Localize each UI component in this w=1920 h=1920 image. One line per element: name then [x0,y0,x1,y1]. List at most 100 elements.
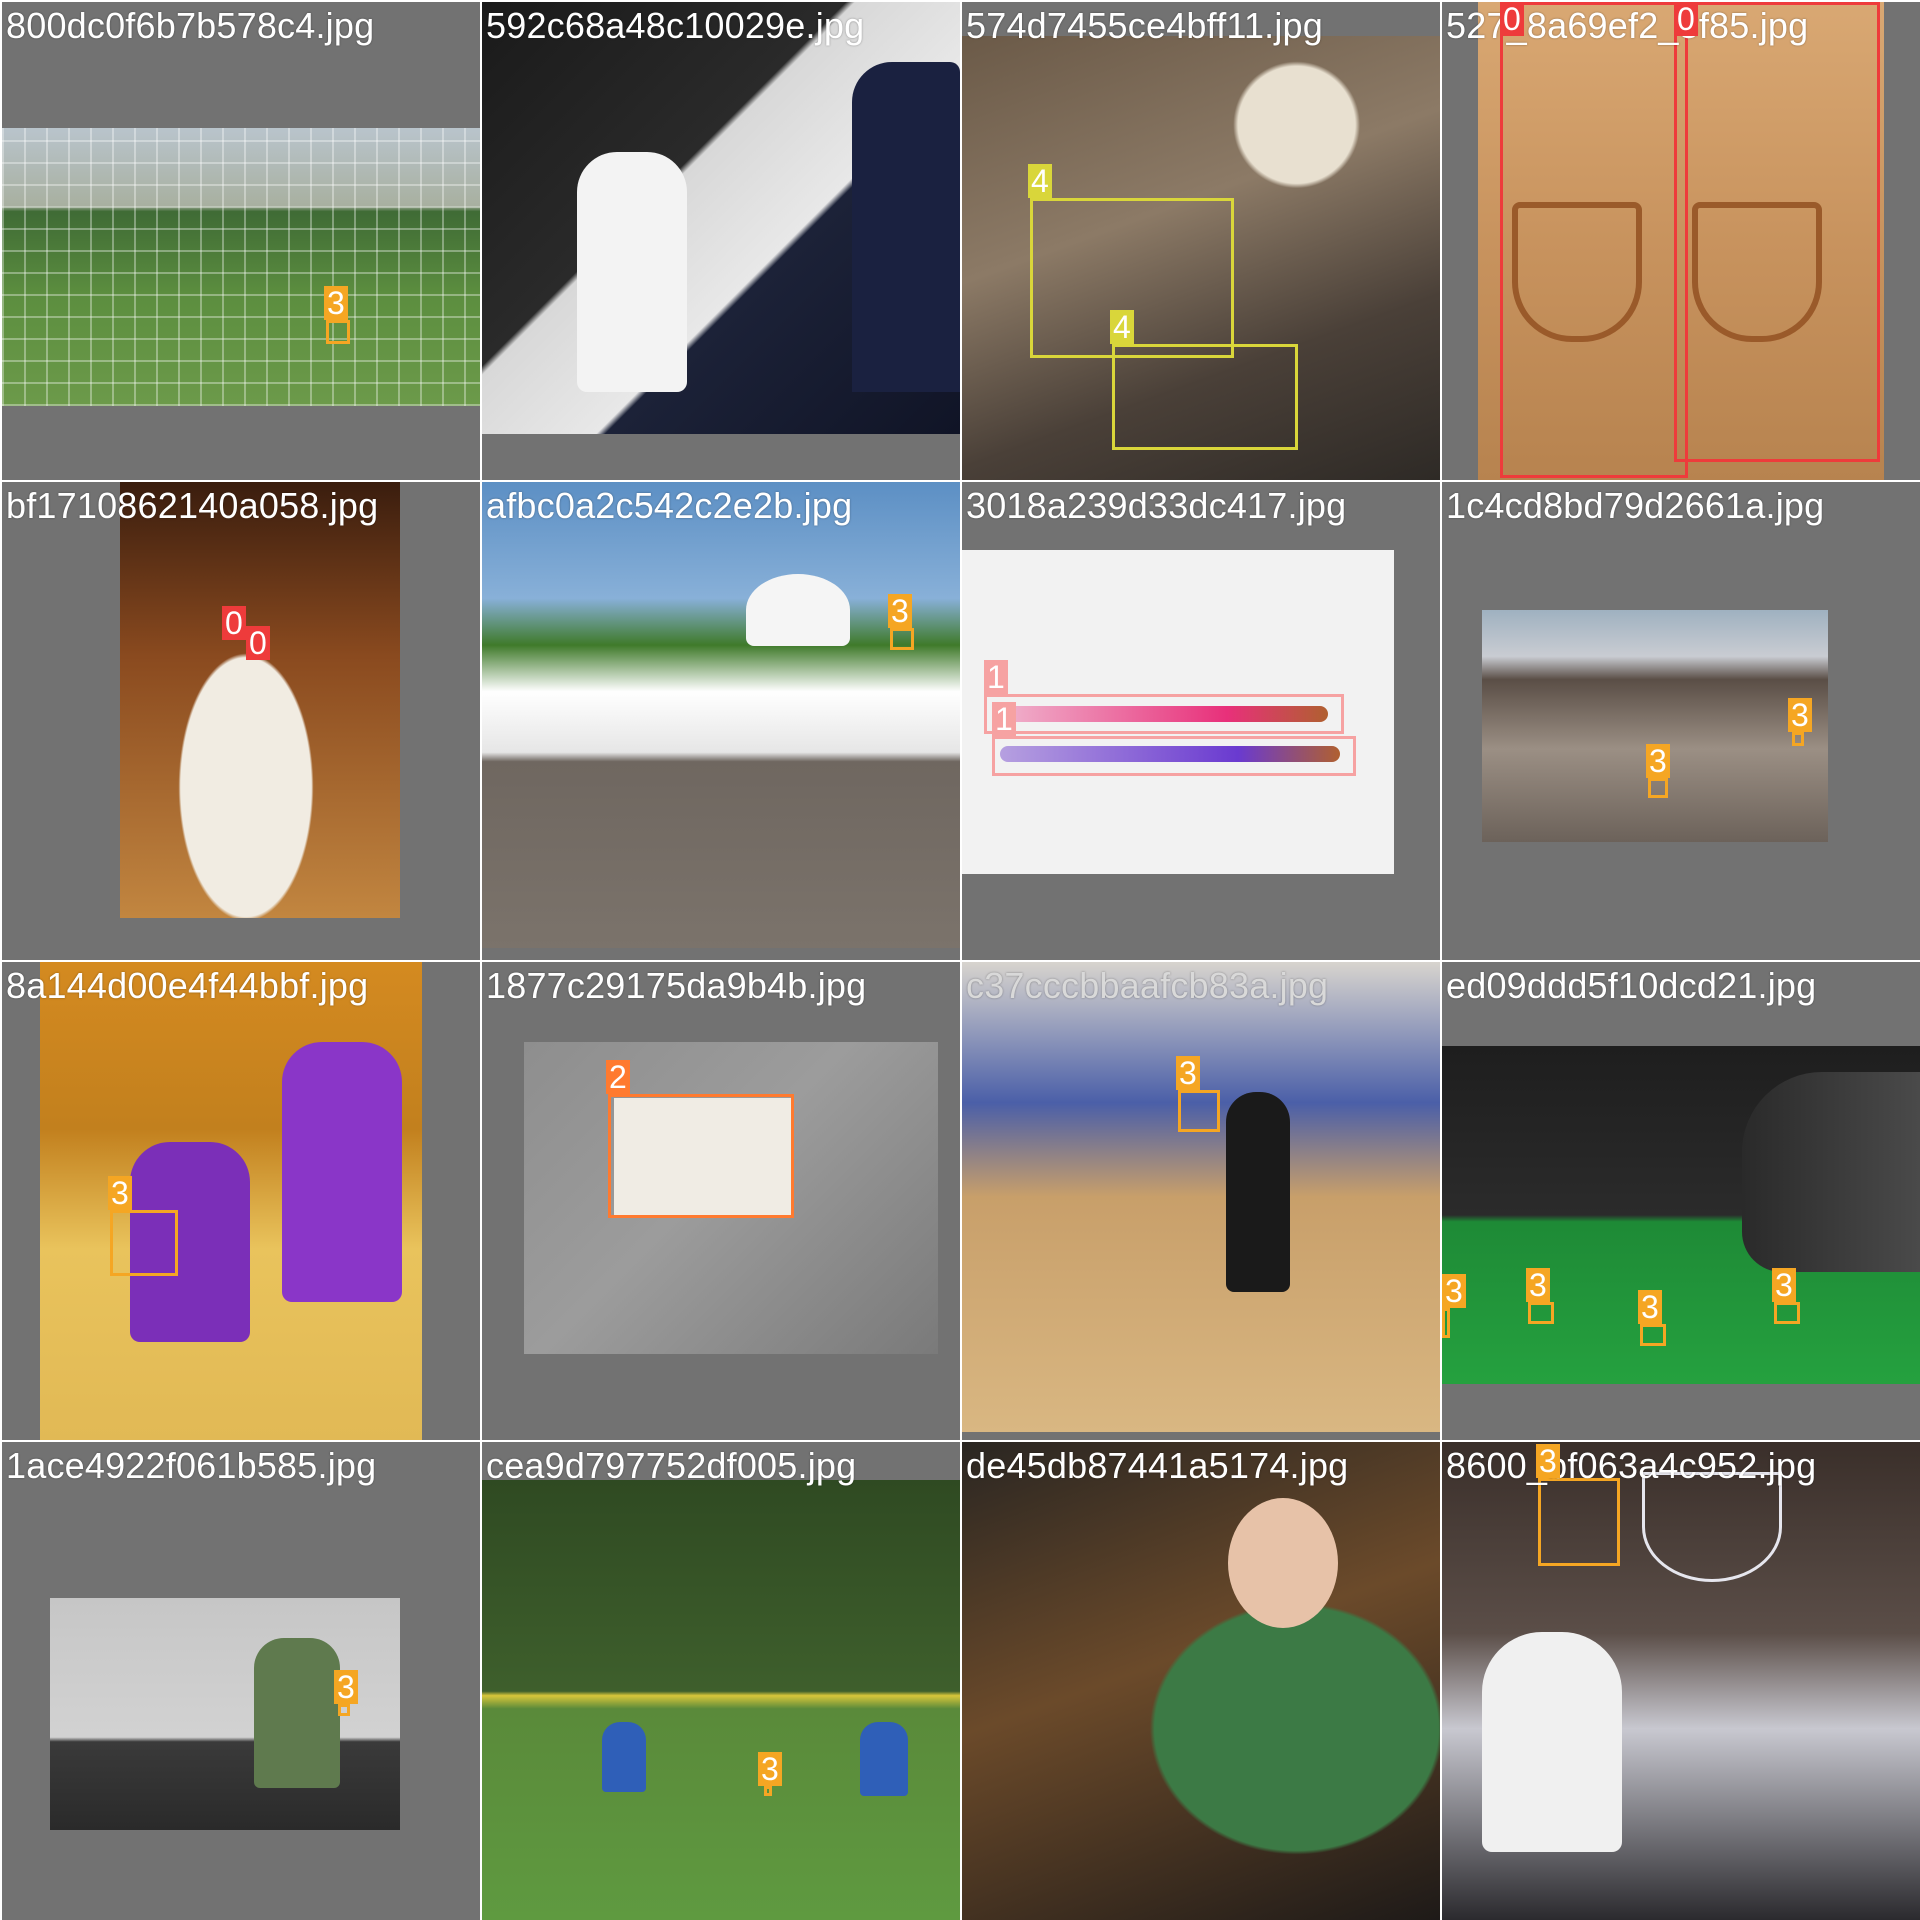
class-label: 0 [1500,2,1524,36]
filename-label: 574d7455ce4bff11.jpg [966,5,1324,46]
tile-13[interactable]: 1ace4922f061b585.jpg 3 [2,1442,480,1920]
filename-label: afbc0a2c542c2e2b.jpg [486,485,853,526]
detection-box [1674,2,1880,462]
earring-right [1692,202,1822,342]
class-label: 0 [246,626,270,660]
class-label: 1 [992,702,1016,736]
tile-10[interactable]: 1877c29175da9b4b.jpg 2 [482,962,960,1440]
class-label: 0 [222,606,246,640]
tile-2[interactable]: 592c68a48c10029e.jpg [482,2,960,480]
class-label: 3 [1536,1444,1560,1478]
photo-desk-scissors [962,36,1440,480]
filename-label: 1ace4922f061b585.jpg [6,1445,377,1486]
photo-bowling-alley [1482,610,1828,842]
class-label: 2 [606,1060,630,1094]
player-purple-2 [282,1042,402,1302]
player-dark-jersey [852,62,960,392]
tile-6[interactable]: afbc0a2c542c2e2b.jpg 3 [482,482,960,960]
calculator-body [614,1098,794,1216]
detection-box [326,320,350,344]
detection-box [992,736,1356,776]
basketball-net [1642,1472,1782,1582]
filename-label: c37cccbbaafcb83a.jpg [966,965,1329,1006]
detection-box [608,1094,794,1218]
class-label: 3 [1772,1268,1796,1302]
photo-soccer-goal [2,128,480,406]
filename-label: 800dc0f6b7b578c4.jpg [6,5,375,46]
pen-purple [1000,746,1340,762]
player-blue-2 [860,1722,908,1796]
filename-label: de45db87441a5174.jpg [966,1445,1349,1486]
photo-outdoor-court [482,482,960,948]
filename-label: bf1710862140a058.jpg [6,485,379,526]
tile-8[interactable]: 1c4cd8bd79d2661a.jpg 3 3 [1442,482,1920,960]
detection-box [1112,344,1298,450]
pool-player [1742,1072,1920,1272]
filename-label: 592c68a48c10029e.jpg [486,5,865,46]
tile-15[interactable]: de45db87441a5174.jpg [962,1442,1440,1920]
detection-box [1792,732,1804,746]
class-label: 3 [758,1752,782,1786]
class-label: 3 [108,1176,132,1210]
filename-label: 8a144d00e4f44bbf.jpg [6,965,369,1006]
detection-box [1442,1308,1450,1338]
photo-dancer [120,482,400,918]
class-label: 0 [1674,2,1698,36]
detection-box [110,1210,178,1276]
detection-box [1178,1090,1220,1132]
class-label: 3 [1638,1290,1662,1324]
tile-5[interactable]: bf1710862140a058.jpg 0 0 [2,482,480,960]
earring-left [1512,202,1642,342]
class-label: 3 [888,594,912,628]
player-black-uniform [1226,1092,1290,1292]
class-label: 3 [1788,698,1812,732]
tile-16[interactable]: 8600_bf063a4c952.jpg 3 [1442,1442,1920,1920]
detection-box [890,628,914,650]
filename-label: ed09ddd5f10dcd21.jpg [1446,965,1817,1006]
pen-pink [992,706,1328,722]
class-label: 1 [984,660,1008,694]
filename-label: 8600_bf063a4c952.jpg [1446,1445,1817,1486]
detection-box [1500,2,1688,478]
class-label: 3 [1442,1274,1466,1308]
detection-box [1030,198,1234,358]
class-label: 3 [1646,744,1670,778]
filename-label: 3018a239d33dc417.jpg [966,485,1347,526]
photo-woman-rail [962,1442,1440,1920]
detection-box [1774,1302,1800,1324]
detection-box [1528,1302,1554,1324]
detection-box [1640,1324,1666,1346]
tile-4[interactable]: 527_8a69ef2_3f85.jpg 0 0 [1442,2,1920,480]
class-label: 4 [1110,310,1134,344]
tile-12[interactable]: ed09ddd5f10dcd21.jpg 3 3 3 3 [1442,962,1920,1440]
class-label: 3 [1526,1268,1550,1302]
filename-label: cea9d797752df005.jpg [486,1445,857,1486]
tile-11[interactable]: c37cccbbaafcb83a.jpg 3 [962,962,1440,1440]
photo-baseball-outfield [482,1480,960,1920]
tile-3[interactable]: 574d7455ce4bff11.jpg 4 4 [962,2,1440,480]
player-white-jersey [1482,1632,1622,1852]
class-label: 3 [334,1670,358,1704]
class-label: 3 [324,286,348,320]
detection-box [1648,778,1668,798]
tile-1[interactable]: 800dc0f6b7b578c4.jpg 3 [2,2,480,480]
detection-box [338,1704,350,1716]
player-green-shirt [254,1638,340,1788]
class-label: 3 [1176,1056,1200,1090]
tile-9[interactable]: 8a144d00e4f44bbf.jpg 3 [2,962,480,1440]
filename-label: 1c4cd8bd79d2661a.jpg [1446,485,1825,526]
tile-14[interactable]: cea9d797752df005.jpg 3 [482,1442,960,1920]
player-white-jersey [577,152,687,392]
detection-box [984,694,1344,734]
filename-label: 1877c29175da9b4b.jpg [486,965,867,1006]
detection-box [764,1786,772,1796]
tile-7[interactable]: 3018a239d33dc417.jpg 1 1 [962,482,1440,960]
woman-face [1228,1498,1338,1628]
basketball-backboard [746,574,850,646]
detection-box [1538,1478,1620,1566]
player-blue-1 [602,1722,646,1792]
photo-gym-shooter [962,962,1440,1432]
player-purple-1 [130,1142,250,1342]
class-label: 4 [1028,164,1052,198]
